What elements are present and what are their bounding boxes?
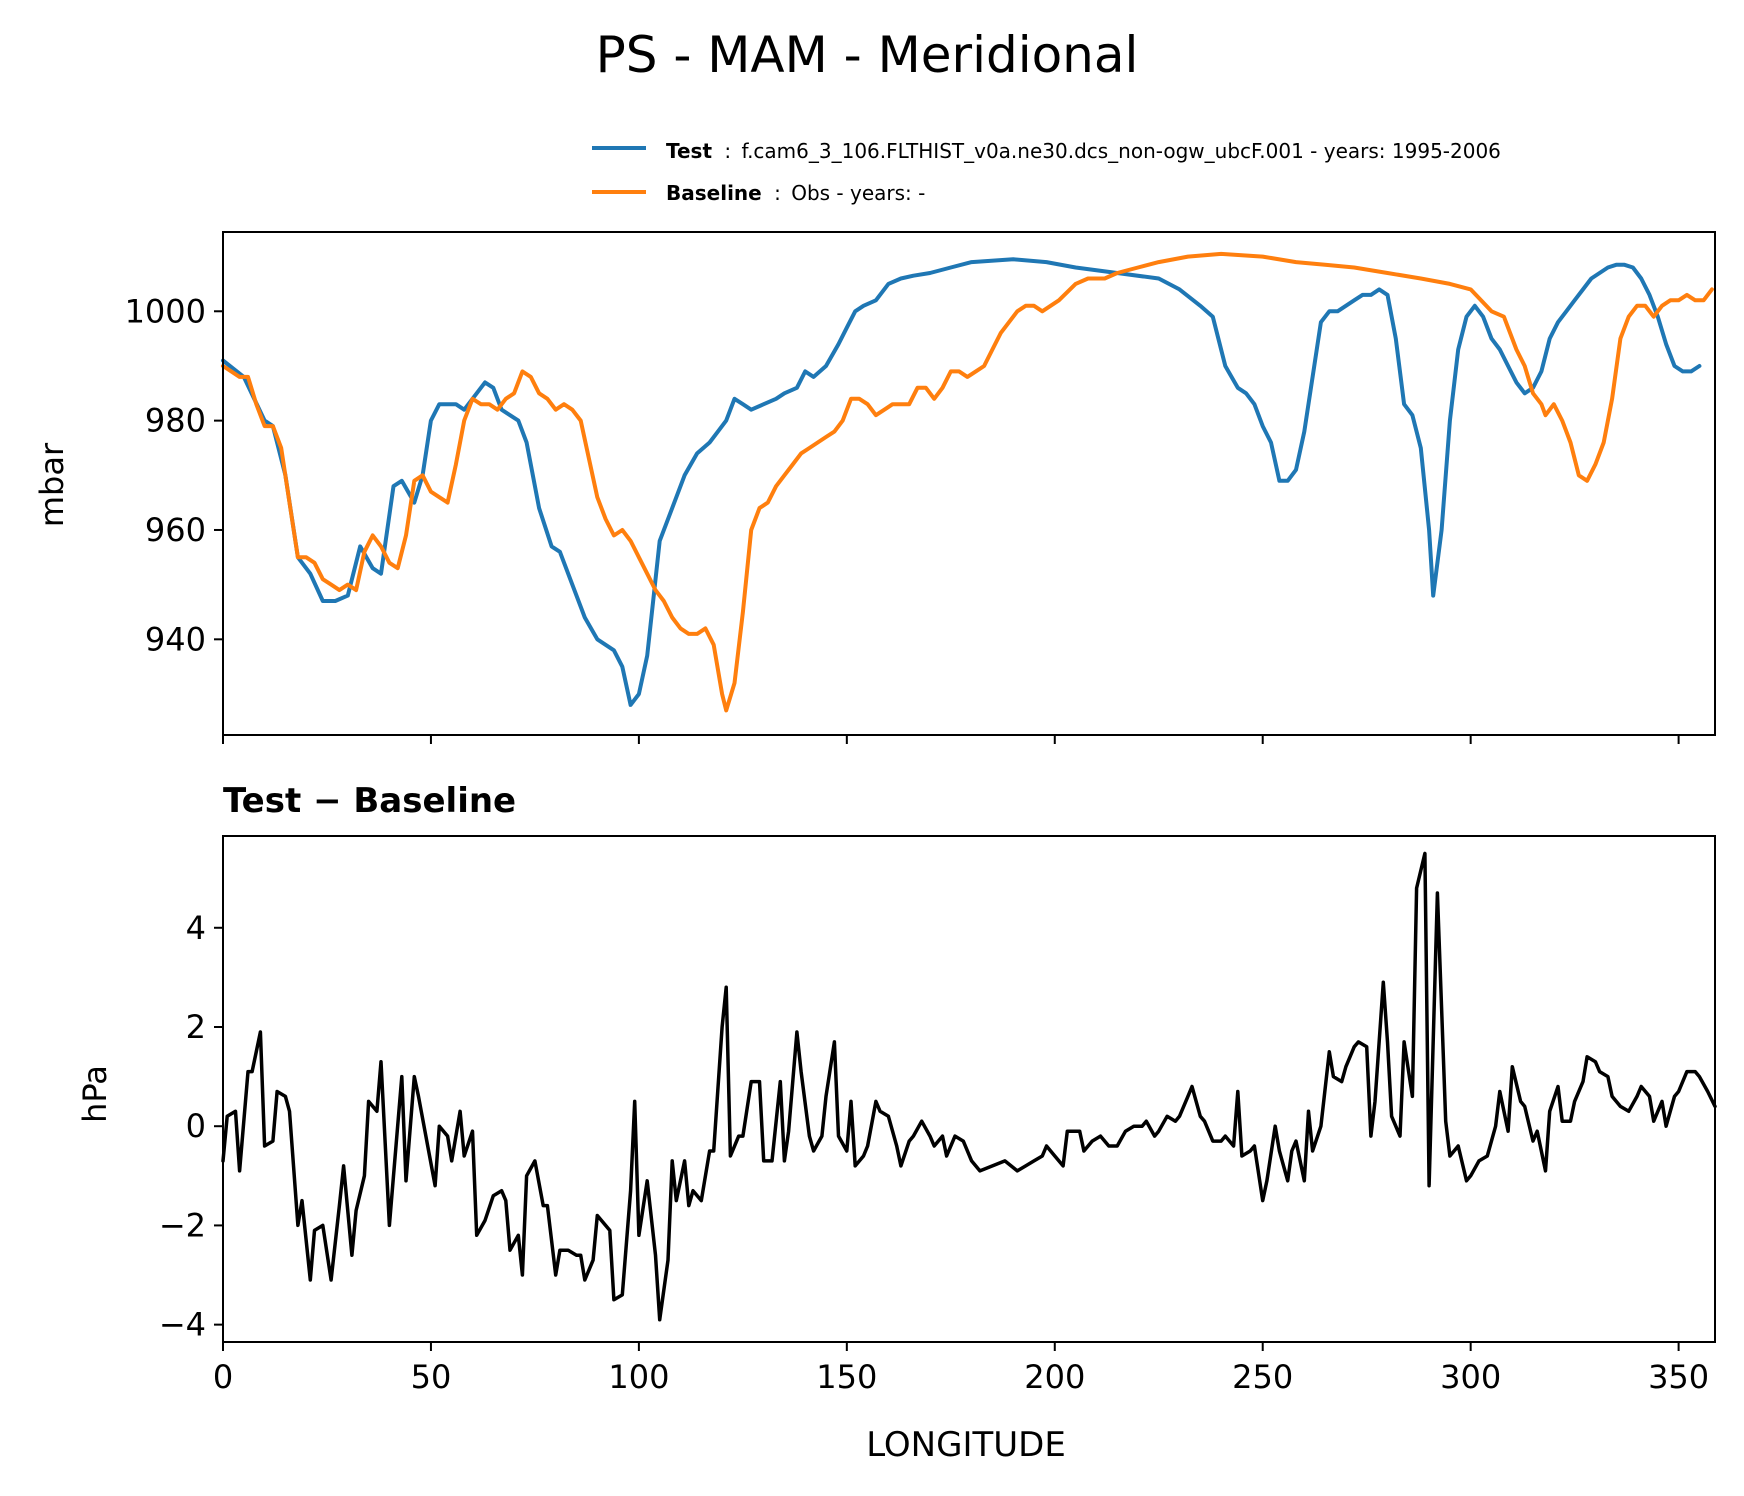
figure-title: PS - MAM - Meridional [596,26,1139,84]
top-ylabel: mbar [33,442,71,527]
bottom-xtick-label: 100 [608,1358,669,1396]
bottom-xtick-label: 0 [213,1358,233,1396]
top-series-test [221,257,1702,707]
bottom-ytick-label: 0 [186,1107,206,1145]
bottom-xtick-label: 350 [1648,1358,1709,1396]
bottom-series-test-baseline [221,851,1717,1322]
legend-label-baseline: Baseline : Obs - years: - [666,181,925,205]
bottom-ytick-label: −4 [159,1306,206,1344]
bottom-plot-lines [221,851,1717,1322]
legend-sep-baseline: : [774,181,781,205]
top-ticks: 940 960 980 1000 [125,292,1680,744]
bottom-xlabel: LONGITUDE [866,1425,1066,1465]
bottom-ylabel: hPa [76,1065,114,1123]
top-ytick-label: 980 [145,402,206,440]
legend-desc-test: f.cam6_3_106.FLTHIST_v0a.ne30.dcs_non-og… [741,139,1500,163]
bottom-subtitle: Test − Baseline [223,781,516,821]
bottom-ticks: 0 50 100 150 200 250 300 350 −4 −2 0 2 4 [159,909,1709,1396]
top-ytick-label: 1000 [125,292,206,330]
top-series-baseline [221,251,1714,713]
bottom-ytick-label: 4 [186,909,206,947]
bottom-ytick-label: −2 [159,1206,206,1244]
legend-name-test: Test [666,139,712,163]
bottom-xtick-label: 50 [411,1358,452,1396]
top-plot-lines [221,251,1714,713]
top-panel: 940 960 980 1000 mbar [33,231,1716,744]
top-axes-frame [222,231,1716,736]
legend-sep-test: : [724,139,731,163]
legend: Test : f.cam6_3_106.FLTHIST_v0a.ne30.dcs… [592,139,1501,205]
bottom-xtick-label: 300 [1440,1358,1501,1396]
bottom-axes-frame [222,835,1716,1343]
legend-label-test: Test : f.cam6_3_106.FLTHIST_v0a.ne30.dcs… [666,139,1501,163]
bottom-panel: Test − Baseline 0 50 100 150 200 250 300 350 −4 −… [76,781,1717,1465]
bottom-xtick-label: 200 [1024,1358,1085,1396]
top-ytick-label: 960 [145,511,206,549]
bottom-ytick-label: 2 [186,1008,206,1046]
bottom-xtick-label: 250 [1232,1358,1293,1396]
bottom-xtick-label: 150 [816,1358,877,1396]
legend-desc-baseline: Obs - years: - [791,181,925,205]
top-ytick-label: 940 [145,620,206,658]
legend-name-baseline: Baseline [666,181,762,205]
